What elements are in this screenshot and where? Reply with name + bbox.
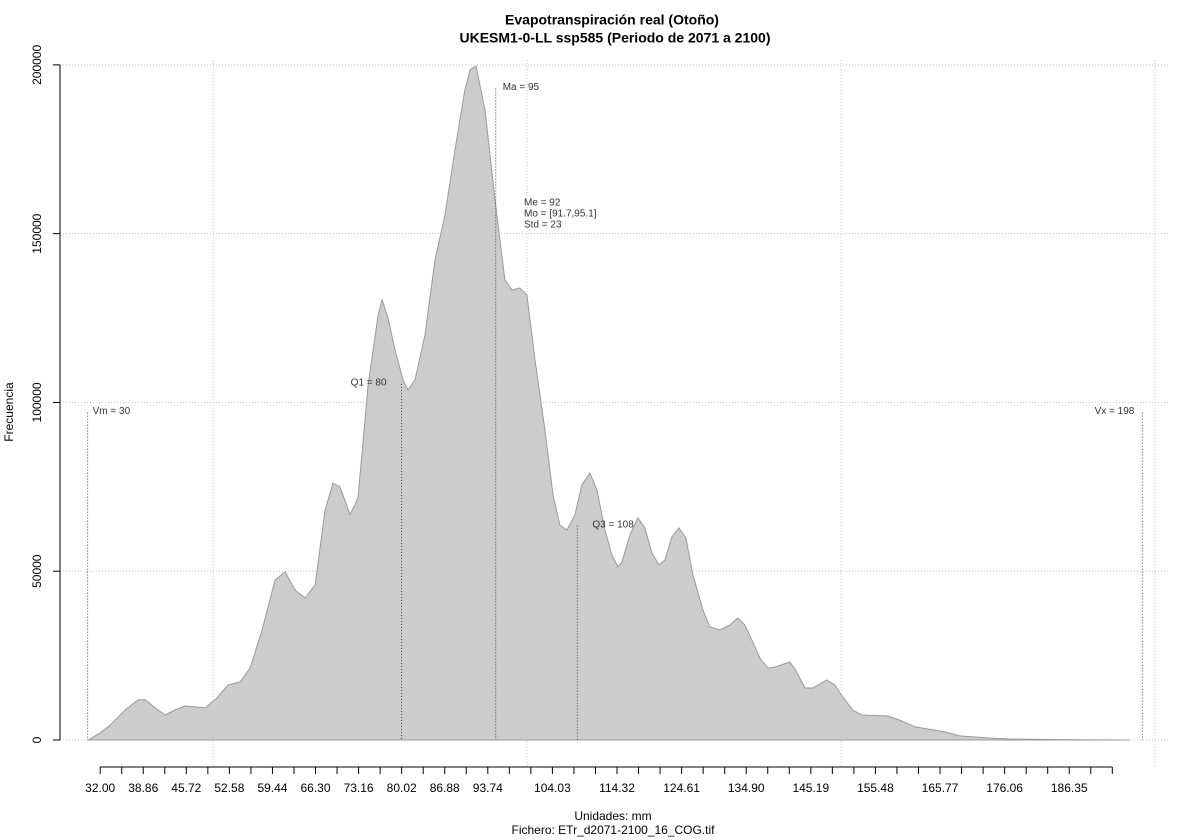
annotation-label: Q3 = 108 xyxy=(592,519,634,530)
chart-subtitle: UKESM1-0-LL ssp585 (Periodo de 2071 a 21… xyxy=(460,30,771,46)
caption: Fichero: ETr_d2071-2100_16_COG.tif xyxy=(512,823,716,837)
y-tick-label: 0 xyxy=(30,736,44,743)
x-tick-label: 165.77 xyxy=(922,781,959,795)
annotation-label: Vx = 198 xyxy=(1095,406,1135,417)
stat-label: Me = 92 xyxy=(524,198,561,209)
y-axis-label: Frecuencia xyxy=(2,382,16,442)
density-area xyxy=(87,65,1131,741)
x-tick-label: 80.02 xyxy=(387,781,417,795)
x-tick-label: 32.00 xyxy=(85,781,115,795)
x-tick-label: 114.32 xyxy=(599,781,635,795)
x-tick-label: 124.61 xyxy=(663,781,700,795)
x-tick-label: 186.35 xyxy=(1051,781,1088,795)
x-tick-label: 93.74 xyxy=(473,781,503,795)
x-axis-label: Unidades: mm xyxy=(574,809,651,823)
annotation-label: Vm = 30 xyxy=(93,406,131,417)
y-tick-label: 50000 xyxy=(30,554,44,588)
chart-title: Evapotranspiración real (Otoño) xyxy=(505,12,719,28)
x-tick-label: 52.58 xyxy=(214,781,244,795)
y-tick-label: 150000 xyxy=(30,213,44,253)
stat-label: Mo = [91.7,95.1] xyxy=(524,209,597,220)
annotation-label: Ma = 95 xyxy=(503,82,540,93)
x-tick-label: 155.48 xyxy=(857,781,894,795)
stat-label: Std = 23 xyxy=(524,220,562,231)
x-tick-label: 66.30 xyxy=(301,781,331,795)
x-tick-label: 86.88 xyxy=(430,781,460,795)
x-tick-label: 45.72 xyxy=(171,781,201,795)
x-tick-label: 59.44 xyxy=(257,781,287,795)
y-tick-label: 200000 xyxy=(30,45,44,85)
x-tick-label: 145.19 xyxy=(792,781,829,795)
x-tick-label: 38.86 xyxy=(128,781,158,795)
annotation-label: Q1 = 80 xyxy=(351,378,387,389)
y-tick-label: 100000 xyxy=(30,382,44,422)
x-tick-label: 104.03 xyxy=(534,781,571,795)
x-tick-label: 73.16 xyxy=(344,781,374,795)
x-tick-label: 134.90 xyxy=(728,781,765,795)
x-tick-label: 176.06 xyxy=(986,781,1023,795)
